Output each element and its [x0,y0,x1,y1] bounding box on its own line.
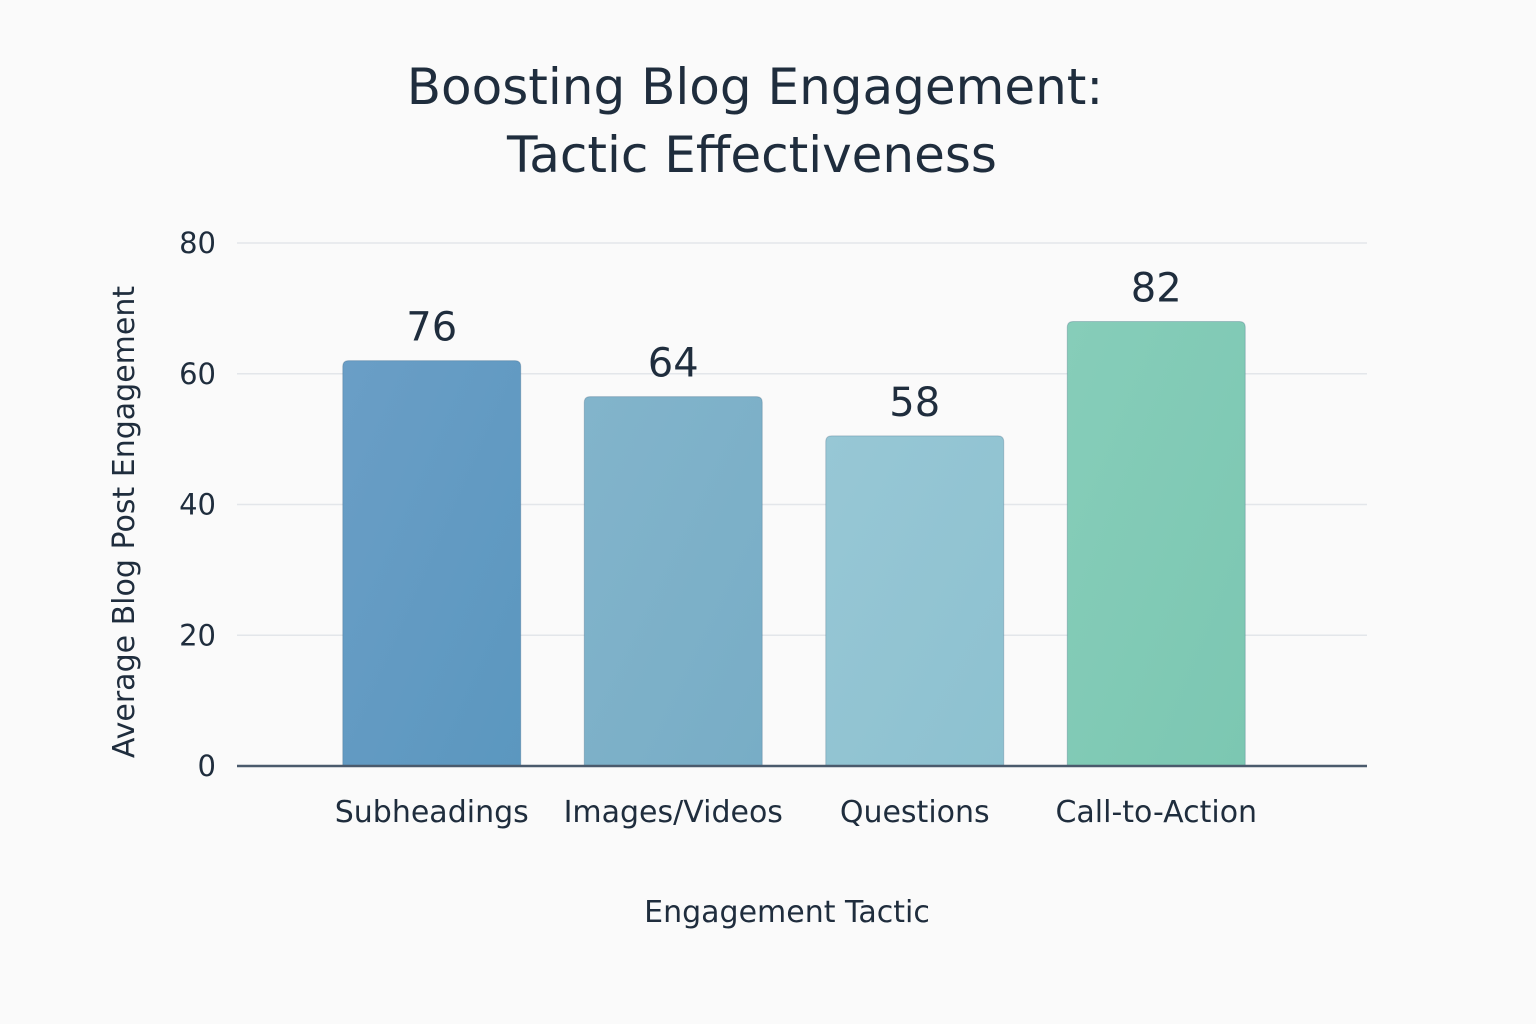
y-tick-label: 80 [179,226,216,260]
bars [342,320,1246,767]
y-tick-label: 0 [198,749,216,783]
x-axis-categories: Subheadings Images/Videos Questions Call-to… [335,795,1257,830]
value-label: 58 [889,380,940,426]
bar-images-videos [583,396,763,767]
y-tick-label: 40 [179,488,216,522]
value-labels: 76 64 58 82 [406,265,1181,425]
chart-title-line-2: Tactic Effectiveness [506,126,997,184]
x-tick-label: Subheadings [335,795,529,830]
bar-call-to-action [1066,320,1246,767]
value-label: 76 [406,305,457,351]
value-label: 82 [1131,265,1182,311]
y-tick-label: 60 [179,357,216,391]
x-tick-label: Call-to-Action [1055,795,1257,830]
y-axis-ticks: 0 20 40 60 80 [179,226,216,783]
value-label: 64 [648,341,699,387]
bar-questions [825,435,1005,767]
x-tick-label: Questions [840,795,990,830]
bar-subheadings [342,360,522,767]
y-axis-label: Average Blog Post Engagement [107,286,142,758]
chart-title-line-1: Boosting Blog Engagement: [407,58,1104,116]
x-tick-label: Images/Videos [564,795,783,830]
y-tick-label: 20 [179,618,216,652]
x-axis-label: Engagement Tactic [644,895,930,930]
